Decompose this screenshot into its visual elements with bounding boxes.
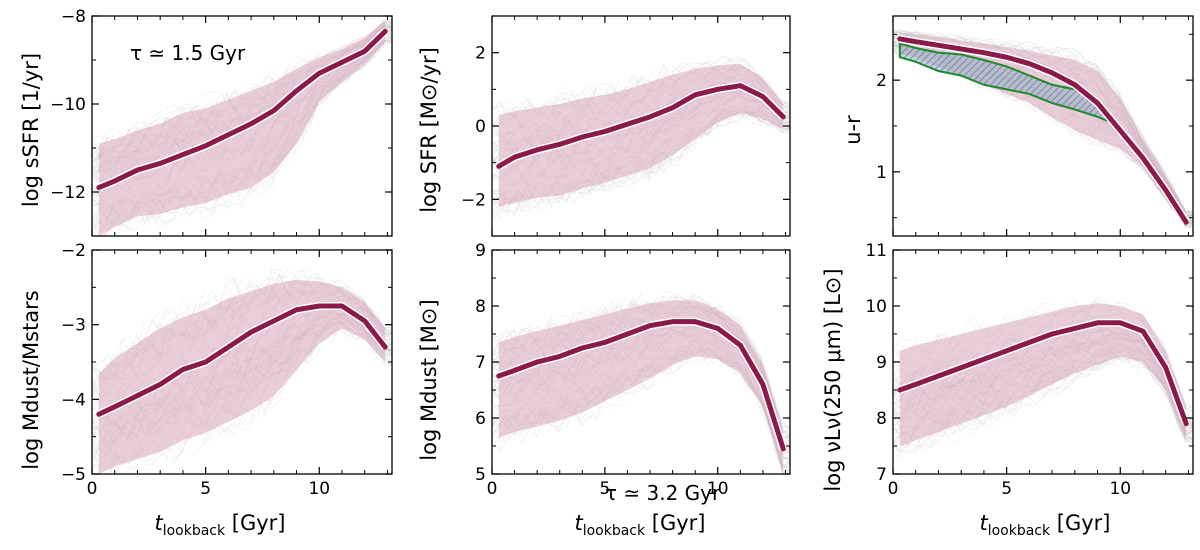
median-line <box>96 28 388 191</box>
panel-dust-ratio: 0 5 10 −5 −4 −3 −2 <box>61 241 393 499</box>
y-tick-label: −5 <box>61 465 86 485</box>
x-tick-label: 5 <box>599 479 610 499</box>
y-tick-label: 7 <box>876 465 887 485</box>
y-tick-label: 8 <box>475 297 486 317</box>
ylabel-ssfr: log sSFR [1/yr] <box>19 53 43 207</box>
x-tick-label: 5 <box>200 479 211 499</box>
x-tick-label: 10 <box>308 479 330 499</box>
y-tick-label: 11 <box>865 241 887 261</box>
sample-track <box>92 273 392 370</box>
sample-track <box>92 19 392 158</box>
y-tick-label: 2 <box>475 44 486 64</box>
xlabel-right: tlookback [Gyr] <box>979 511 1110 539</box>
median-line <box>96 303 388 417</box>
plot-area <box>492 55 790 220</box>
sample-track <box>893 30 1193 213</box>
y-tick-label: 0 <box>475 117 486 137</box>
y-tick-label: 1 <box>876 163 887 183</box>
y-tick-label: 6 <box>475 409 486 429</box>
x-tick-label: 10 <box>707 479 729 499</box>
annotation-tau-top: τ ≃ 1.5 Gyr <box>130 41 246 65</box>
panel-sfr: −2 0 2 <box>461 15 791 237</box>
median-line <box>496 83 786 169</box>
y-tick-label: −4 <box>61 390 86 410</box>
median-line <box>496 319 786 452</box>
plot-area <box>92 267 392 474</box>
xlabel-left: tlookback [Gyr] <box>154 511 285 539</box>
x-tick-label: 10 <box>1109 479 1131 499</box>
sample-track <box>109 328 392 474</box>
median-line <box>897 36 1189 225</box>
sample-track <box>492 111 790 220</box>
percentile-band <box>498 63 784 207</box>
y-tick-label: −3 <box>61 316 86 336</box>
ylabel-dust-ratio: log Mdust/Mstars <box>19 290 43 469</box>
x-tick-label: 0 <box>888 479 899 499</box>
panel-luminosity: 0 5 10 7 8 9 10 11 <box>865 241 1194 499</box>
y-tick-label: 8 <box>876 409 887 429</box>
sample-track <box>99 40 392 236</box>
y-tick-label: 7 <box>475 353 486 373</box>
x-tick-label: 5 <box>1001 479 1012 499</box>
y-tick-label: 9 <box>475 241 486 261</box>
panel-ur: 12 <box>876 15 1194 237</box>
y-tick-label: 9 <box>876 353 887 373</box>
median-line <box>897 320 1189 427</box>
y-tick-label: −12 <box>50 183 86 203</box>
plot-area <box>893 296 1193 462</box>
ylabel-sfr: log SFR [M⊙/yr] <box>417 47 441 213</box>
panel-ssfr: −12 −10 −8 <box>50 7 393 237</box>
y-tick-label: 2 <box>876 71 887 91</box>
annotation-tau-bottom: τ ≃ 3.2 Gyr <box>605 481 721 505</box>
sample-track <box>893 357 1193 457</box>
x-tick-label: 0 <box>87 479 98 499</box>
percentile-band <box>498 300 784 474</box>
sample-track <box>893 361 1193 462</box>
plot-area <box>492 290 790 474</box>
ylabel-ur: u-r <box>841 115 865 145</box>
y-tick-label: −10 <box>50 95 86 115</box>
y-tick-label: 5 <box>475 465 486 485</box>
panel-frame <box>91 15 393 237</box>
ylabel-luminosity: log νLν(250 μm) [L⊙] <box>821 268 845 491</box>
percentile-band <box>98 279 386 474</box>
xlabel-middle: tlookback [Gyr] <box>574 511 705 539</box>
ylabel-dust-mass: log Mdust [M⊙] <box>417 299 441 460</box>
plot-area <box>92 19 392 236</box>
y-tick-label: −8 <box>61 7 86 27</box>
y-tick-label: −2 <box>61 241 86 261</box>
sample-track <box>893 31 1193 214</box>
percentile-band <box>899 303 1187 446</box>
plot-area <box>893 29 1193 229</box>
x-tick-label: 0 <box>487 479 498 499</box>
y-tick-label: −2 <box>461 190 486 210</box>
sample-track <box>893 29 1193 213</box>
y-tick-label: 10 <box>865 297 887 317</box>
